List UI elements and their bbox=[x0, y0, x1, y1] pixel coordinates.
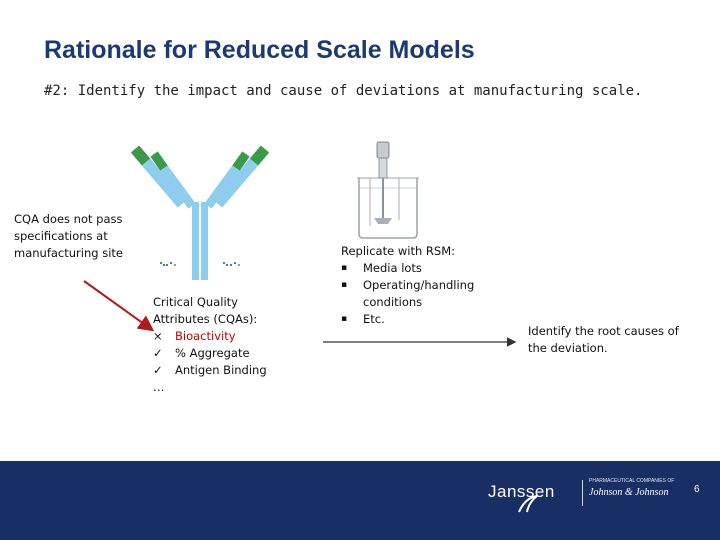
cqa-heading-line: Attributes (CQAs): bbox=[153, 312, 258, 326]
cqa-item-label: % Aggregate bbox=[175, 346, 250, 360]
square-bullet-icon: ▪ bbox=[341, 280, 348, 290]
cqa-note: CQA does not pass specifications at manu… bbox=[14, 211, 134, 262]
rsm-item-label: Media lots bbox=[363, 261, 422, 275]
rsm-item-operating: ▪ Operating/handling conditions bbox=[341, 277, 491, 311]
root-cause-text: Identify the root causes of the deviatio… bbox=[528, 323, 693, 357]
rsm-list: Replicate with RSM: ▪ Media lots ▪ Opera… bbox=[341, 243, 491, 328]
bioreactor-icon bbox=[357, 141, 419, 239]
arrows-layer bbox=[83, 280, 517, 347]
square-bullet-icon: ▪ bbox=[341, 263, 348, 273]
red-arrow-icon bbox=[83, 280, 155, 332]
rsm-item-etc: ▪ Etc. bbox=[341, 311, 491, 328]
cqa-item-bioactivity: × Bioactivity bbox=[153, 328, 293, 345]
brand-tagline: PHARMACEUTICAL COMPANIES OF bbox=[589, 478, 675, 484]
cqa-note-line: manufacturing site bbox=[14, 246, 123, 260]
x-mark-icon: × bbox=[153, 329, 163, 343]
antibody-icon bbox=[130, 145, 270, 280]
cqa-ellipsis: … bbox=[153, 380, 165, 394]
cqa-item-label: Antigen Binding bbox=[175, 363, 267, 377]
footer-bar bbox=[0, 461, 720, 540]
rsm-heading: Replicate with RSM: bbox=[341, 244, 455, 258]
check-mark-icon: ✓ bbox=[153, 346, 163, 360]
check-mark-icon: ✓ bbox=[153, 363, 163, 377]
brand-divider bbox=[582, 480, 583, 506]
cqa-note-line: CQA does not pass bbox=[14, 212, 123, 226]
root-cause-line: the deviation. bbox=[528, 341, 608, 355]
cqa-item-aggregate: ✓ % Aggregate bbox=[153, 345, 293, 362]
root-cause-line: Identify the root causes of bbox=[528, 324, 679, 338]
janssen-swoosh-icon bbox=[518, 495, 538, 513]
rsm-item-label: Operating/handling bbox=[363, 278, 475, 292]
cqa-item-label: Bioactivity bbox=[175, 329, 236, 343]
cqa-note-line: specifications at bbox=[14, 229, 108, 243]
rsm-item-media-lots: ▪ Media lots bbox=[341, 260, 491, 277]
rsm-item-label: conditions bbox=[363, 295, 423, 309]
brand-parent-logo: Johnson & Johnson bbox=[589, 487, 669, 498]
cqa-item-antigen-binding: ✓ Antigen Binding bbox=[153, 362, 293, 379]
cqa-heading-line: Critical Quality bbox=[153, 295, 238, 309]
slide-subtitle: #2: Identify the impact and cause of dev… bbox=[44, 83, 643, 99]
brand-logo: Janssen bbox=[488, 482, 555, 501]
square-bullet-icon: ▪ bbox=[341, 314, 348, 324]
page-number: 6 bbox=[694, 484, 700, 495]
cqa-list: Critical Quality Attributes (CQAs): × Bi… bbox=[153, 294, 293, 396]
rsm-item-label: Etc. bbox=[363, 312, 385, 326]
slide-title: Rationale for Reduced Scale Models bbox=[44, 36, 475, 64]
